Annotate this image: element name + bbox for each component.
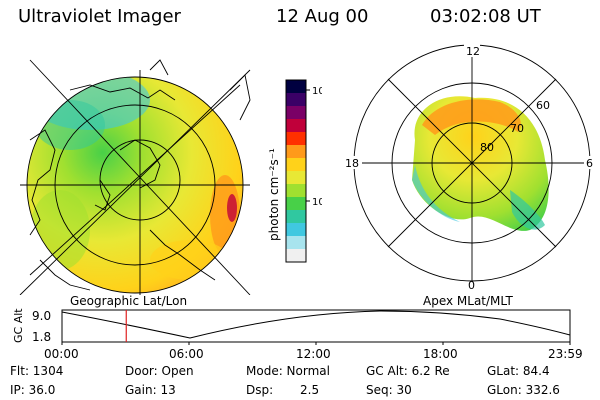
color-bar-segment xyxy=(286,249,306,263)
color-bar-segment xyxy=(286,210,306,224)
mlt-label-6: 6 xyxy=(586,157,593,170)
gc-altitude: GC Alt: 6.2 Re xyxy=(366,364,450,378)
coastlines xyxy=(29,59,251,291)
geographic-latitude: GLat: 84.4 xyxy=(487,364,550,378)
color-bar: 1000 100 photon cm⁻²s⁻¹ xyxy=(267,79,322,263)
color-bar-segment xyxy=(286,132,306,146)
polar-plot: 12 18 6 0 60 70 80 xyxy=(342,44,596,292)
mlat-label-80: 80 xyxy=(480,141,494,154)
color-bar-segment xyxy=(286,171,306,185)
oval-bright-region xyxy=(422,99,521,135)
mlat-label-70: 70 xyxy=(510,122,524,135)
door-status: Door: Open xyxy=(125,364,194,378)
mlt-label-0: 0 xyxy=(468,279,475,292)
altitude-curve xyxy=(61,310,571,339)
alt-ylabel: GC Alt xyxy=(12,308,25,343)
image-time: 03:02:08 UT xyxy=(430,6,541,27)
instrument-title: Ultraviolet Imager xyxy=(18,6,181,27)
dsp-label: Dsp: xyxy=(246,383,274,397)
sequence-number: Seq: 30 xyxy=(366,383,412,397)
apex-panel-label: Apex MLat/MLT xyxy=(423,294,513,308)
flight-number: Flt: 1304 xyxy=(10,364,64,378)
color-bar-segment xyxy=(286,197,306,211)
image-date: 12 Aug 00 xyxy=(276,6,369,27)
alt-ytick-1.8: 1.8 xyxy=(32,330,51,344)
alt-xtick-0600: 06:00 xyxy=(169,347,204,361)
alt-xtick-1800: 18:00 xyxy=(423,347,458,361)
color-bar-segment xyxy=(286,106,306,120)
mlat-label-60: 60 xyxy=(536,99,550,112)
latlon-grid xyxy=(19,59,251,295)
color-bar-segment xyxy=(286,158,306,172)
color-bar-segment xyxy=(286,93,306,107)
alt-xtick-0000: 00:00 xyxy=(44,347,79,361)
color-bar-segment xyxy=(286,119,306,133)
dsp-value: 2.5 xyxy=(300,383,320,397)
mlat-grid xyxy=(353,44,591,282)
mlt-label-12: 12 xyxy=(466,45,480,58)
color-bar-segment xyxy=(286,145,306,159)
color-bar-frame xyxy=(285,79,307,263)
alt-xtick-1200: 12:00 xyxy=(296,347,331,361)
colorbar-label: photon cm⁻²s⁻¹ xyxy=(267,148,281,241)
mlt-label-18: 18 xyxy=(345,157,359,170)
mode-value: Mode: Normal xyxy=(246,364,330,378)
geographic-panel-label: Geographic Lat/Lon xyxy=(70,294,188,308)
ip-value: IP: 36.0 xyxy=(10,383,56,397)
colorbar-tick-1000: 1000 xyxy=(312,86,322,97)
gain-value: Gain: 13 xyxy=(125,383,176,397)
color-bar-segment xyxy=(286,223,306,237)
color-bar-segment xyxy=(286,236,306,250)
alt-xtick-2359: 23:59 xyxy=(548,347,583,361)
geographic-map xyxy=(19,59,251,295)
alt-ytick-9: 9.0 xyxy=(32,309,51,323)
geographic-longitude: GLon: 332.6 xyxy=(487,383,560,397)
color-scale xyxy=(286,80,306,263)
color-bar-segment xyxy=(286,184,306,198)
color-bar-segment xyxy=(286,80,306,94)
altitude-plot: GC Alt 9.0 1.8 00:00 06:00 12:00 18:00 2… xyxy=(12,308,583,361)
colorbar-tick-100: 100 xyxy=(312,197,322,208)
